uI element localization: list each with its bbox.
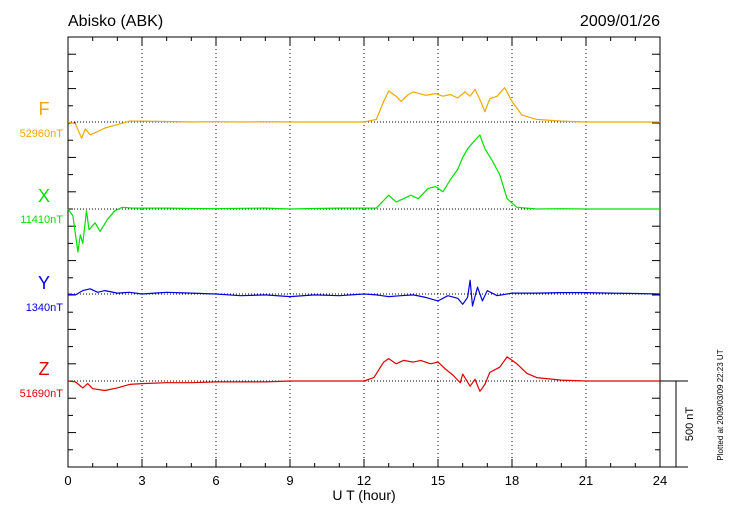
x-tick-label-6: 6: [212, 473, 219, 488]
series-line-z: [67, 356, 660, 392]
series-baseline-value-z: 51690nT: [20, 388, 64, 400]
series-name-z: Z: [39, 359, 50, 379]
x-tick-label-0: 0: [64, 473, 71, 488]
x-tick-label-21: 21: [579, 473, 593, 488]
plotted-timestamp: Plotted at 2009/03/09 22:23 UT: [716, 349, 725, 460]
series-line-x: [67, 134, 660, 253]
x-tick-label-18: 18: [505, 473, 519, 488]
station-title: Abisko (ABK): [68, 13, 163, 30]
series-baseline-value-y: 1340nT: [26, 302, 64, 314]
x-tick-label-24: 24: [653, 473, 667, 488]
x-tick-label-9: 9: [286, 473, 293, 488]
series-line-y: [67, 279, 661, 307]
x-tick-labels: 0 3 6 9 12 15 18 21 24: [64, 473, 667, 488]
series-name-f: F: [39, 99, 50, 119]
baselines: [68, 121, 660, 382]
x-tick-label-3: 3: [138, 473, 145, 488]
x-axis-label: U T (hour): [332, 487, 395, 503]
x-tick-label-15: 15: [431, 473, 445, 488]
series-baseline-value-f: 52960nT: [20, 128, 64, 140]
series-name-x: X: [38, 186, 50, 206]
scale-bar-label: 500 nT: [684, 407, 696, 442]
date-label: 2009/01/26: [580, 13, 660, 30]
grid: [141, 37, 587, 467]
x-tick-label-12: 12: [357, 473, 371, 488]
series-name-y: Y: [38, 273, 50, 293]
traces: [67, 86, 661, 392]
series-baseline-value-x: 11410nT: [20, 214, 63, 226]
series-labels: F 52960nT X 11410nT Y 1340nT Z 51690nT: [20, 99, 64, 400]
series-line-f: [67, 86, 660, 139]
scale-bar: 500 nT: [660, 380, 696, 468]
